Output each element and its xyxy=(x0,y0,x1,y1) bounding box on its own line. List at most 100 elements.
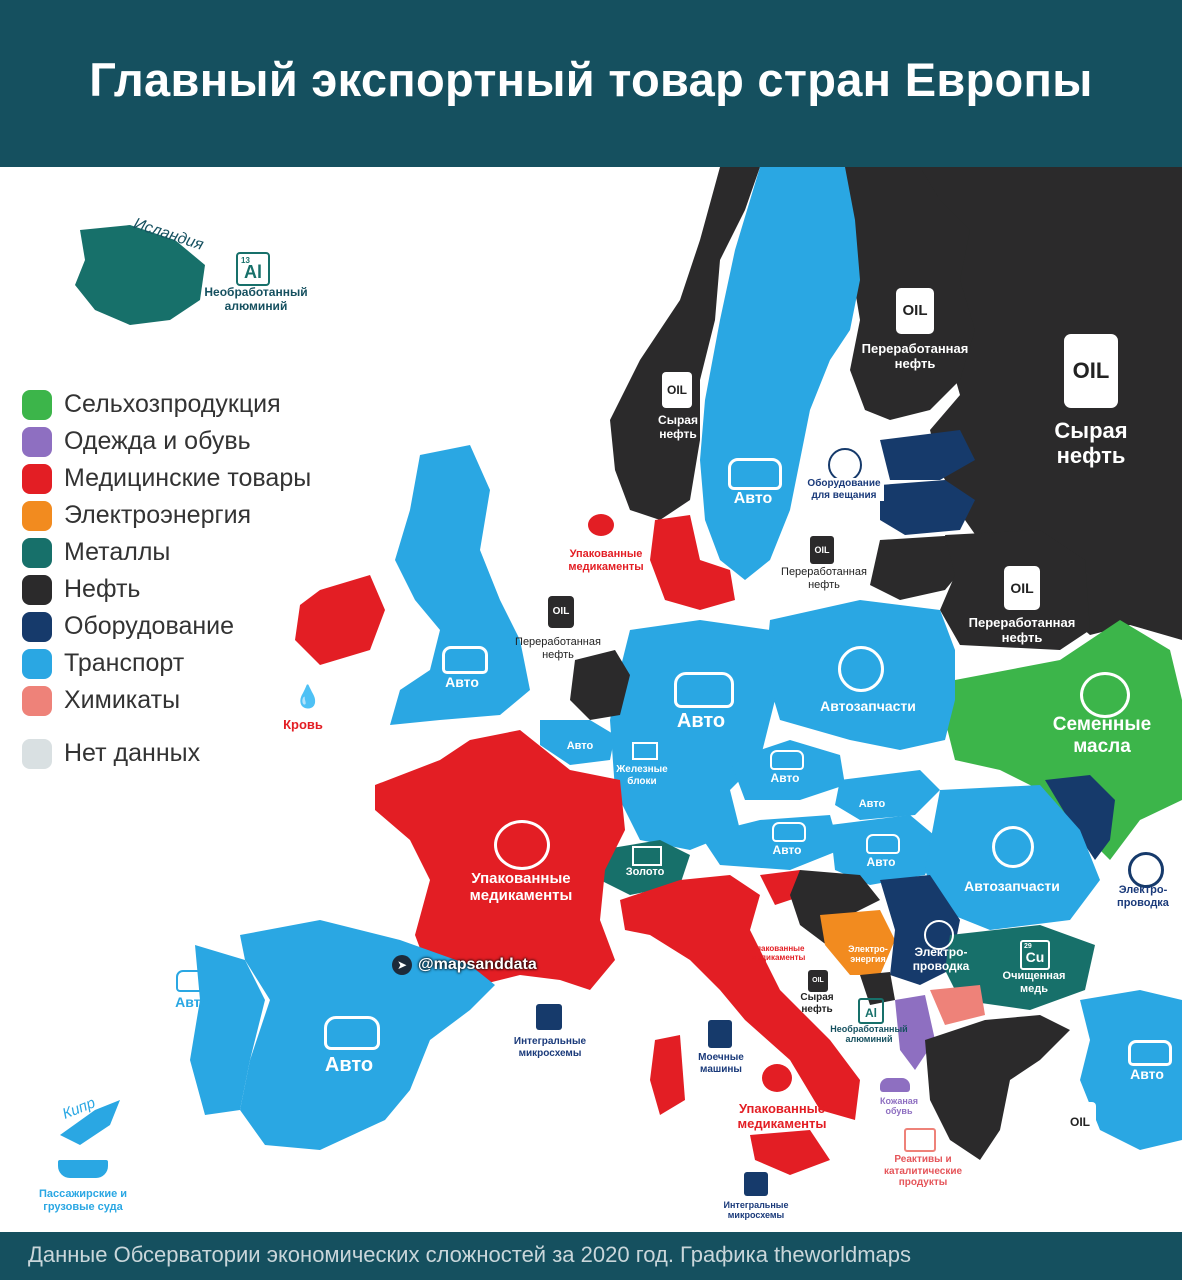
washing-machine-icon xyxy=(708,1020,732,1048)
region-serbia xyxy=(880,875,960,985)
germany-label: Авто xyxy=(676,710,726,732)
region-lithuania xyxy=(870,535,970,600)
legend-label: Нефть xyxy=(64,575,141,603)
legend-item-clothing: Одежда и обувь xyxy=(22,423,311,460)
legend-swatch xyxy=(22,389,52,420)
al-symbol: Al xyxy=(244,262,262,282)
greece-label: Переработанная нефть xyxy=(1031,1149,1131,1177)
footer-banner: Данные Обсерватории экономических сложно… xyxy=(0,1232,1182,1280)
shoe-icon xyxy=(880,1078,910,1092)
montenegro-al-label: Необработанный алюминий xyxy=(830,1024,908,1045)
portugal-label: Авто xyxy=(175,994,209,1010)
region-hungary xyxy=(830,815,940,885)
region-switzerland xyxy=(600,840,690,895)
molecule-icon xyxy=(904,1128,936,1152)
legend-label: Металлы xyxy=(64,538,171,566)
sweden-label: Авто xyxy=(733,490,773,507)
region-estonia xyxy=(880,430,975,480)
aluminium-icon: Al xyxy=(858,998,884,1024)
legend-item-transport: Транспорт xyxy=(22,645,311,682)
oil-badge-text: OIL xyxy=(812,977,824,984)
region-denmark xyxy=(650,515,735,610)
page-title: Главный экспортный товар стран Европы xyxy=(89,53,1093,106)
legend-label: Транспорт xyxy=(64,649,185,677)
chip-icon xyxy=(536,1004,562,1030)
san-marino-label: Моечные машины xyxy=(698,1052,744,1075)
watermark-handle: ➤ @mapsanddata xyxy=(392,955,537,975)
oil-barrel-icon: OIL xyxy=(548,596,574,628)
region-spain xyxy=(240,920,495,1150)
region-iceland xyxy=(75,225,205,325)
oil-barrel-icon: OIL xyxy=(662,372,692,408)
ireland-label: Кровь xyxy=(283,717,323,732)
estonia-label: Оборудование для вещания xyxy=(804,478,884,501)
oil-barrel-icon: OIL xyxy=(810,536,834,564)
car-icon xyxy=(1128,1040,1172,1066)
car-icon xyxy=(728,458,782,490)
oil-badge-text: OIL xyxy=(1010,580,1034,596)
car-icon xyxy=(442,646,488,674)
region-belgium xyxy=(540,720,615,765)
legend-label: Оборудование xyxy=(64,612,235,640)
legend-swatch xyxy=(22,574,52,605)
oil-barrel-icon: OIL xyxy=(808,970,828,992)
serbia-label: Электро-проводка xyxy=(912,945,970,973)
region-albania xyxy=(895,995,935,1070)
slovenia-label: Упакованные медикаменты xyxy=(750,944,806,963)
turkey-label: Авто xyxy=(1130,1066,1164,1082)
oil-barrel-icon: OIL xyxy=(1004,566,1040,610)
legend-item-electricity: Электроэнергия xyxy=(22,497,311,534)
oil-barrel-icon: OIL xyxy=(1064,1102,1096,1142)
legend-label: Одежда и обувь xyxy=(64,427,251,455)
region-montenegro xyxy=(860,972,895,1005)
aluminium-icon: 13 Al xyxy=(236,252,270,286)
luxembourg-label: Железные блоки xyxy=(616,764,668,787)
legend-item-agri: Сельхозпродукция xyxy=(22,386,311,423)
car-icon xyxy=(674,672,734,708)
bulgaria-label: Очищенная медь xyxy=(1002,970,1066,995)
al-symbol: Al xyxy=(865,1006,877,1020)
norway-label: Сырая нефть xyxy=(658,413,698,441)
legend-label: Сельхозпродукция xyxy=(64,390,281,418)
moldova-label: Электро-проводка xyxy=(1117,884,1169,909)
romania-label: Автозапчасти xyxy=(964,878,1060,894)
source-credit: Данные Обсерватории экономических сложно… xyxy=(28,1242,911,1267)
legend-swatch xyxy=(22,738,52,769)
region-sicily xyxy=(750,1130,830,1175)
legend-swatch xyxy=(22,648,52,679)
poland-label: Автозапчасти xyxy=(820,698,916,714)
legend-swatch xyxy=(22,426,52,457)
region-bosnia xyxy=(820,910,895,975)
telegram-icon: ➤ xyxy=(392,955,412,975)
gold-icon xyxy=(632,846,662,866)
legend-swatch xyxy=(22,611,52,642)
region-ireland xyxy=(295,575,385,665)
header-banner: Главный экспортный товар стран Европы xyxy=(0,0,1182,167)
cyprus-label: Пассажирские и грузовые суда xyxy=(38,1188,128,1213)
map xyxy=(0,167,1182,1232)
region-macedonia xyxy=(930,985,985,1025)
car-icon xyxy=(176,970,210,992)
legend-label: Нет данных xyxy=(64,739,201,767)
legend-swatch xyxy=(22,500,52,531)
legend-item-medical: Медицинские товары xyxy=(22,460,311,497)
czech-label: Авто xyxy=(770,771,800,785)
legend-item-metals: Металлы xyxy=(22,534,311,571)
austria-label: Авто xyxy=(772,843,802,857)
legend-item-nodata: Нет данных xyxy=(22,735,311,772)
legend-label: Медицинские товары xyxy=(64,464,312,492)
region-norway xyxy=(610,167,760,520)
italy-label: Упакованные медикаменты xyxy=(737,1101,827,1131)
pills-icon xyxy=(494,820,550,870)
oil-badge-text: OIL xyxy=(902,302,928,319)
wiring-icon xyxy=(924,920,954,950)
iceland-label: Необработанный алюминий xyxy=(204,285,308,313)
andorra-label: Интегральные микросхемы xyxy=(513,1036,587,1059)
region-latvia xyxy=(880,480,975,535)
oil-badge-text: OIL xyxy=(814,545,830,555)
auto-parts-icon xyxy=(838,646,884,692)
region-netherlands xyxy=(570,650,630,720)
region-uk xyxy=(390,445,530,725)
oil-badge-text: OIL xyxy=(552,606,570,617)
region-czech xyxy=(730,740,845,800)
